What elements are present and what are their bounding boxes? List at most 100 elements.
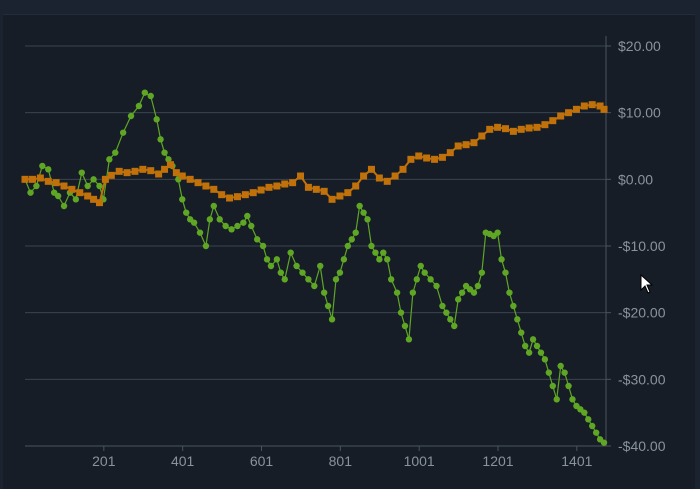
data-point	[446, 149, 454, 157]
data-point	[541, 121, 549, 129]
x-tick-label: 401	[171, 453, 195, 469]
data-point	[27, 189, 34, 196]
data-point	[44, 177, 52, 185]
data-point	[525, 124, 533, 132]
data-point	[153, 116, 160, 123]
data-point	[273, 256, 281, 263]
data-point	[585, 416, 592, 423]
data-point	[186, 175, 194, 183]
data-point	[387, 276, 395, 283]
data-point	[372, 249, 379, 256]
series-0	[21, 89, 608, 446]
data-point	[336, 192, 344, 200]
data-point	[320, 289, 328, 296]
data-point	[478, 269, 486, 276]
x-tick-label: 1401	[561, 453, 592, 469]
data-point	[588, 101, 596, 109]
data-point	[84, 192, 92, 200]
data-point	[451, 322, 458, 330]
data-point	[439, 302, 446, 310]
data-point	[165, 156, 172, 163]
data-point	[263, 256, 271, 263]
data-point	[401, 322, 409, 330]
data-point	[96, 182, 103, 190]
y-tick-label: -$10.00	[618, 238, 666, 254]
data-point	[161, 149, 168, 156]
y-tick-label: -$20.00	[618, 305, 666, 321]
data-point	[417, 262, 424, 270]
data-point	[90, 195, 98, 203]
data-point	[454, 296, 462, 303]
data-point	[521, 342, 529, 350]
data-point	[431, 155, 439, 163]
data-point	[541, 356, 549, 363]
data-point	[183, 209, 190, 216]
data-point	[557, 112, 565, 120]
data-point	[421, 269, 428, 276]
data-point	[210, 185, 218, 193]
data-point	[234, 222, 241, 230]
data-point	[166, 161, 174, 169]
data-point	[293, 262, 300, 270]
data-point	[518, 329, 525, 336]
x-tick-label: 801	[329, 453, 353, 469]
gridlines	[25, 45, 606, 447]
data-point	[340, 256, 348, 263]
data-point	[368, 242, 375, 250]
data-point	[501, 125, 509, 133]
data-point	[36, 174, 44, 182]
data-point	[317, 262, 324, 270]
x-tick-labels: 201 401 601 801 1001 1201 1401	[92, 453, 592, 469]
data-point	[336, 269, 344, 276]
data-point	[462, 141, 470, 149]
data-point	[537, 349, 545, 356]
data-point	[281, 180, 289, 188]
data-point	[222, 222, 229, 230]
data-point	[157, 136, 164, 143]
data-point	[273, 182, 281, 190]
data-point	[33, 182, 40, 190]
data-point	[299, 269, 306, 276]
data-point	[147, 167, 155, 175]
data-point	[131, 167, 139, 175]
data-point	[600, 105, 608, 113]
data-point	[257, 186, 265, 194]
data-point	[240, 219, 247, 226]
data-point	[253, 236, 261, 243]
data-point	[244, 212, 251, 220]
data-point	[324, 302, 332, 310]
data-point	[226, 194, 234, 202]
data-point	[360, 209, 367, 216]
data-point	[589, 422, 596, 430]
data-point	[399, 165, 407, 173]
data-point	[393, 289, 401, 296]
data-point	[375, 174, 383, 182]
data-point	[600, 439, 608, 446]
y-tick-label: -$30.00	[618, 371, 666, 387]
data-point	[494, 123, 502, 131]
data-point	[506, 289, 513, 296]
data-point	[60, 182, 68, 190]
series-layer	[21, 89, 608, 446]
data-point	[502, 269, 509, 276]
data-point	[52, 179, 60, 187]
data-point	[179, 196, 186, 203]
data-point	[360, 172, 368, 180]
y-tick-labels: $20.00 $10.00 $0.00 -$10.00 -$20.00 -$30.00 -$…	[618, 38, 666, 454]
data-point	[561, 369, 568, 376]
data-point	[549, 117, 557, 125]
data-point	[287, 249, 294, 256]
data-point	[115, 167, 123, 175]
data-point	[332, 276, 340, 283]
data-point	[311, 282, 318, 290]
data-point	[478, 132, 486, 140]
data-point	[443, 309, 450, 316]
data-point	[305, 276, 312, 283]
data-point	[68, 185, 76, 193]
data-point	[54, 192, 62, 200]
x-tick-label: 601	[250, 453, 274, 469]
data-point	[76, 189, 84, 197]
data-point	[383, 177, 391, 185]
data-point	[352, 182, 360, 190]
